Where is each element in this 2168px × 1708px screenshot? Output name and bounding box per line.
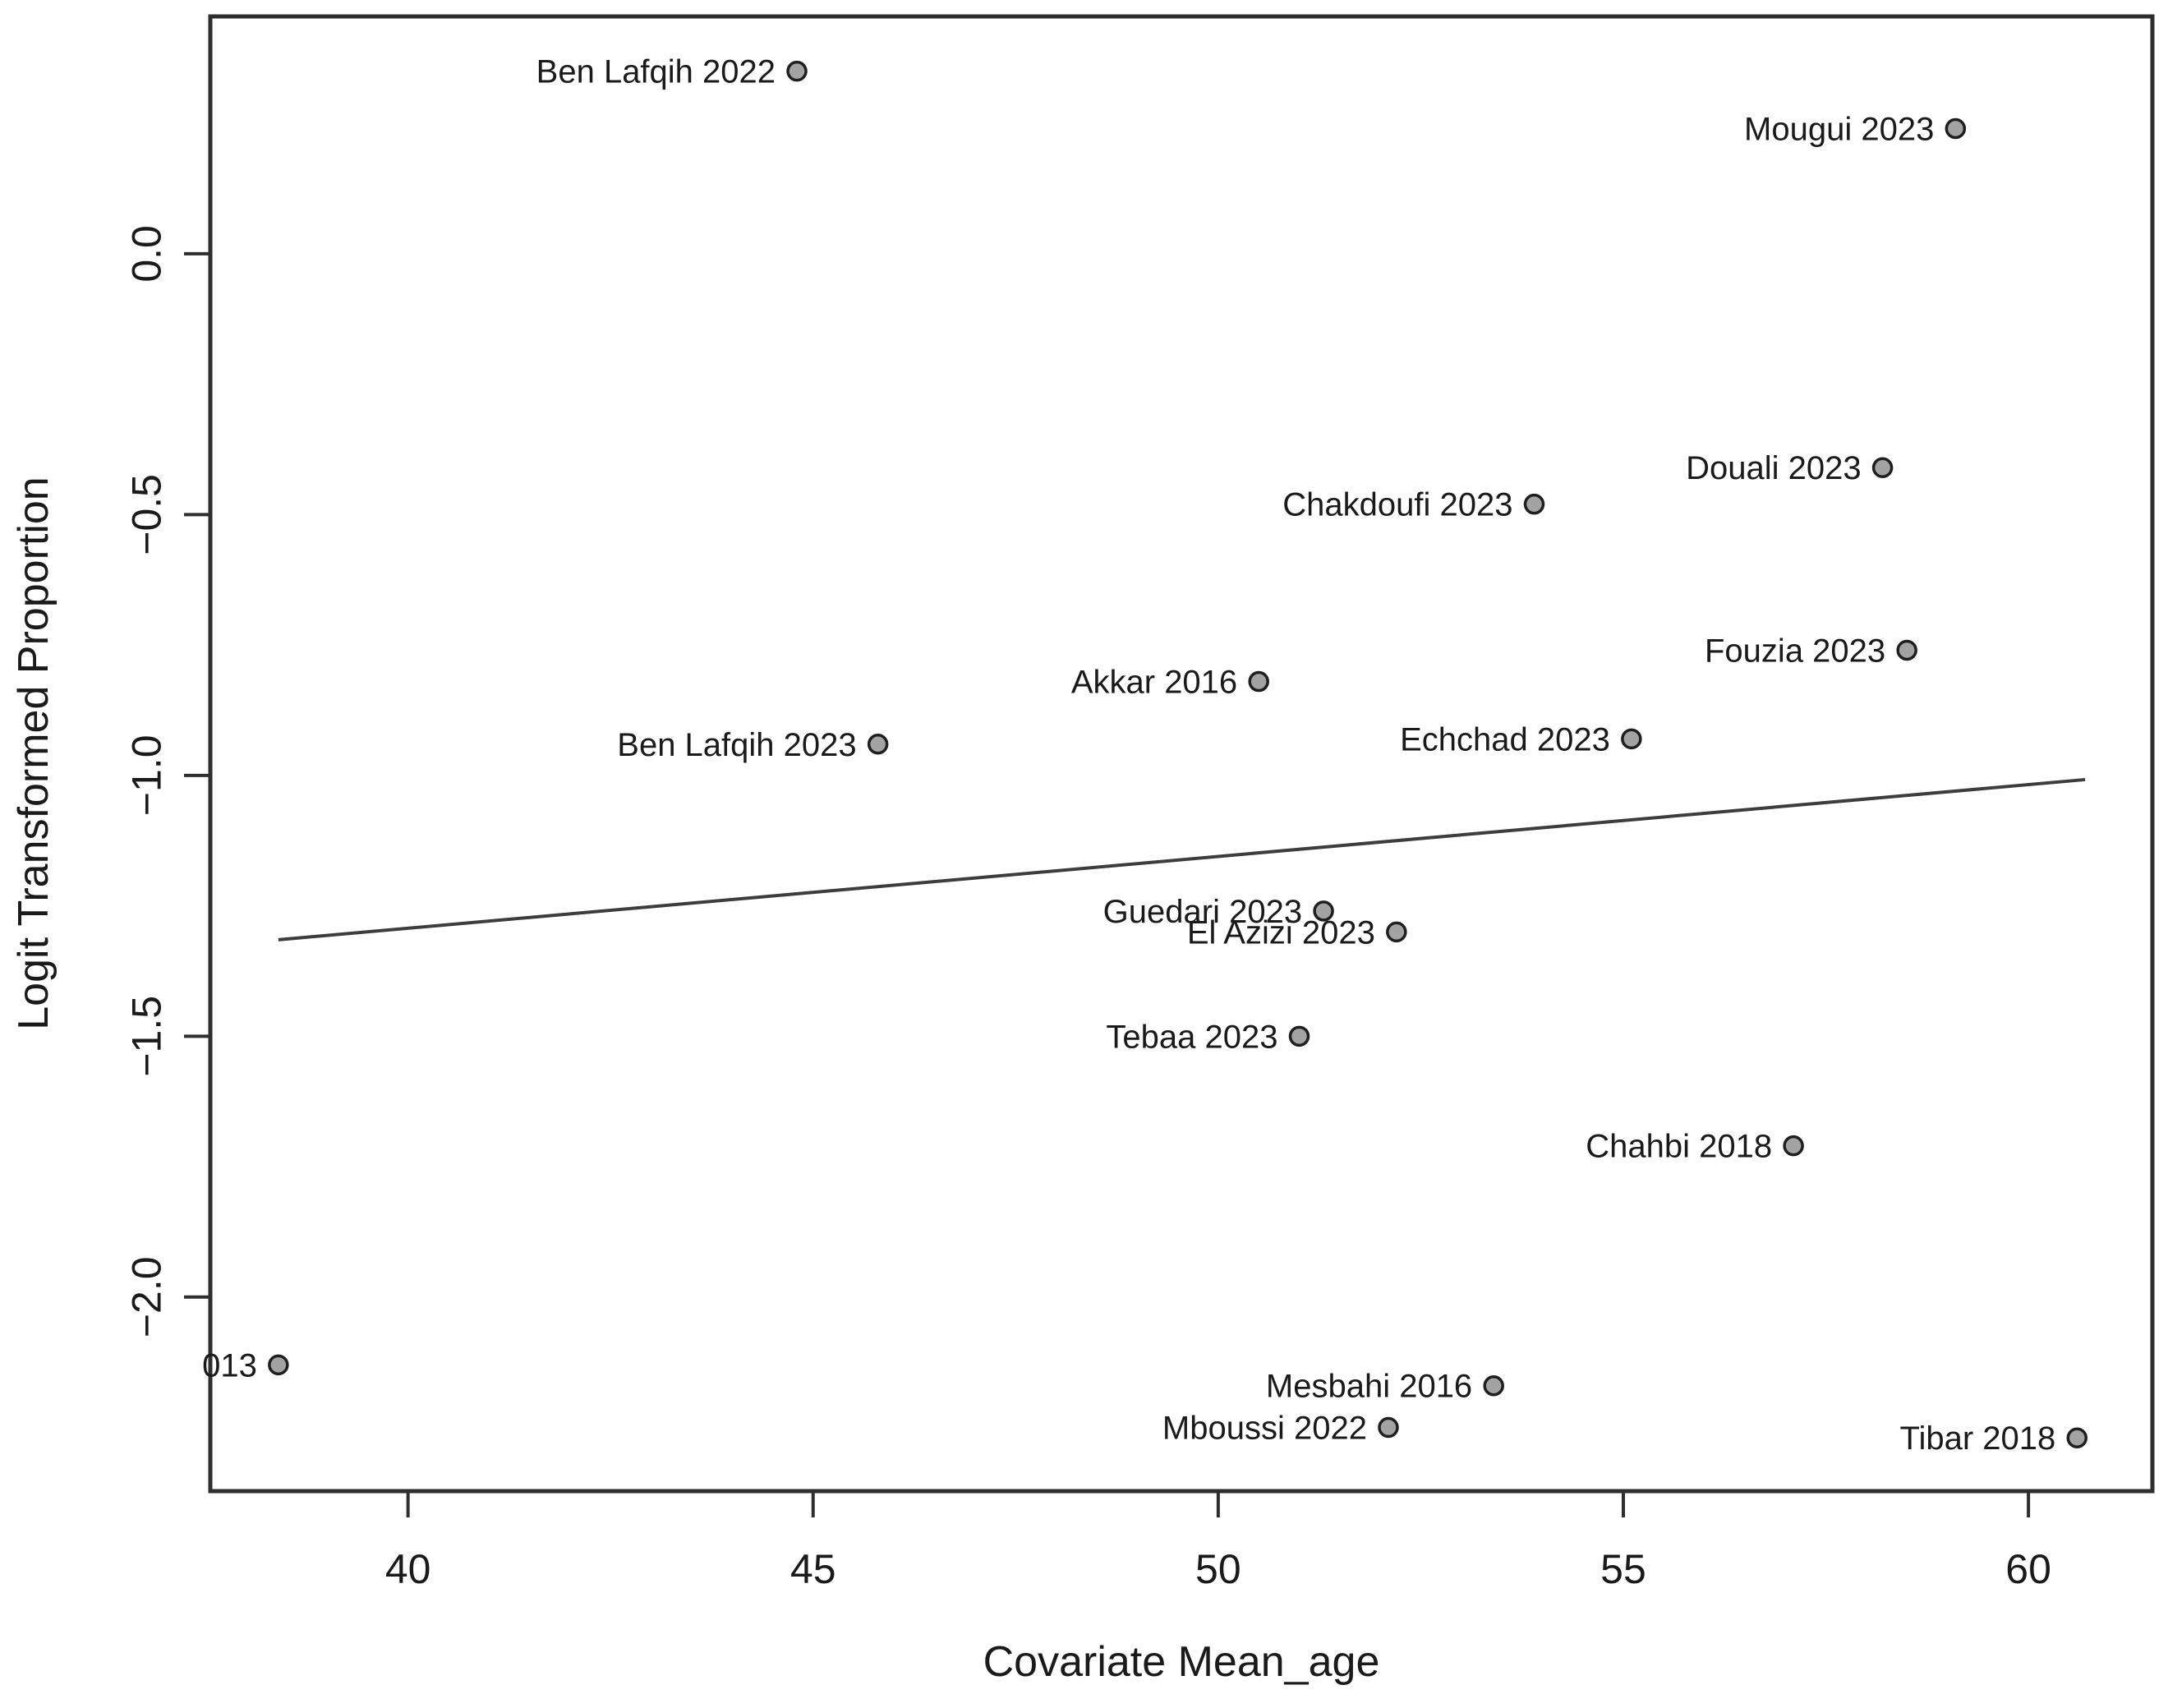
x-tick-label: 55 [1600, 1546, 1646, 1592]
x-axis-label: Covariate Mean_age [983, 1638, 1380, 1686]
data-point-label: Douali 2023 [1686, 450, 1862, 486]
y-tick-label: −1.0 [124, 734, 170, 816]
data-point [1378, 1416, 1399, 1439]
data-point [786, 60, 808, 82]
data-point-label: Chakdoufi 2023 [1282, 487, 1512, 523]
data-point [1945, 117, 1967, 140]
data-point-label: Tebaa 2023 [1106, 1019, 1277, 1055]
data-point [1523, 493, 1545, 515]
y-tick-label: −2.0 [124, 1256, 170, 1337]
data-point [2066, 1427, 2088, 1448]
plot-border [208, 14, 2155, 1494]
regression-line [278, 777, 2086, 941]
x-tick-label: 50 [1195, 1546, 1241, 1592]
data-point [268, 1354, 289, 1376]
data-point [1248, 670, 1269, 693]
x-tick-label: 40 [385, 1546, 431, 1592]
data-point-label: Guedari 2023 [1103, 894, 1302, 930]
data-point-label: Ben Lafqih 2023 [617, 727, 856, 763]
x-tick-label: 60 [2005, 1546, 2051, 1592]
data-point-label: Akkar 2016 [1071, 665, 1237, 701]
data-point-label: Mougui 2023 [1744, 112, 1934, 148]
data-point-label: Tibar 2018 [1900, 1420, 2056, 1457]
data-point-label: Mesbahi 2016 [1266, 1369, 1472, 1405]
data-point [1783, 1135, 1804, 1157]
data-point-label: El Azizi 2023 [1187, 914, 1375, 951]
data-point-label: Fouzia 2023 [1705, 633, 1885, 669]
data-point [1896, 639, 1917, 661]
data-point [1313, 900, 1334, 922]
data-point [1288, 1025, 1310, 1047]
x-tick-label: 45 [790, 1546, 836, 1592]
data-point-label: Mboussi 2022 [1162, 1411, 1367, 1447]
data-point [1386, 921, 1407, 943]
data-point [1621, 728, 1642, 750]
y-tick-label: −0.5 [124, 474, 170, 555]
data-point-label: Echchad 2023 [1400, 721, 1610, 757]
y-tick-label: −1.5 [124, 996, 170, 1077]
y-axis-label: Logit Transformed Proportion [10, 476, 58, 1029]
data-point [1871, 457, 1894, 478]
data-point-label: 013 [202, 1347, 257, 1383]
data-point [1483, 1374, 1504, 1397]
y-tick-label: 0.0 [124, 225, 170, 283]
data-point [867, 734, 889, 755]
data-point-label: Chahbi 2018 [1586, 1129, 1772, 1165]
data-point-label: Ben Lafqih 2022 [536, 54, 776, 90]
